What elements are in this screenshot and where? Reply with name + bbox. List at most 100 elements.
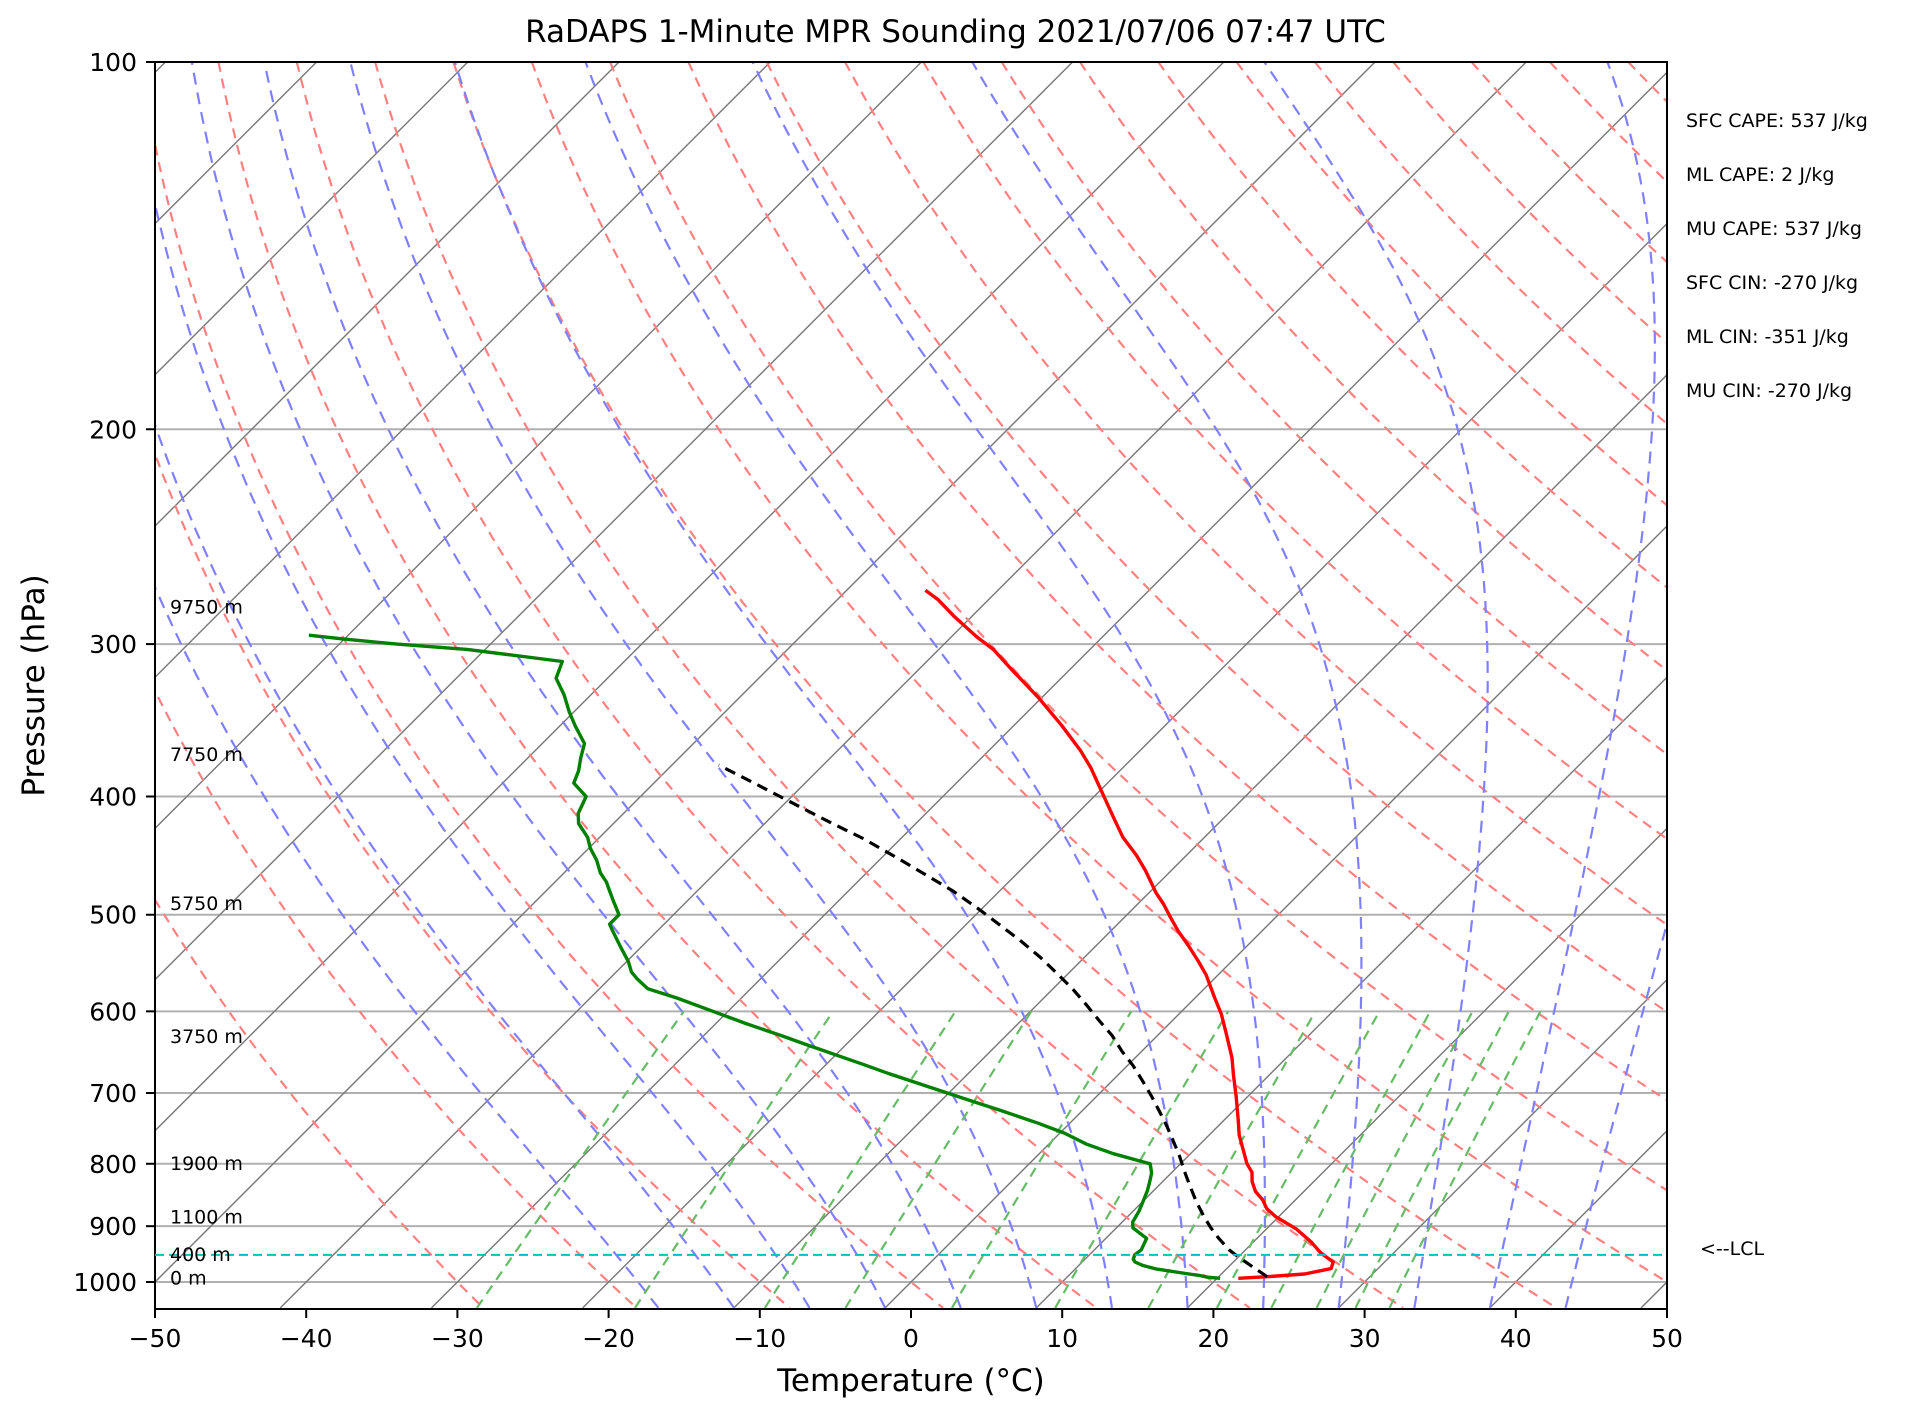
x-tick-label: 10 xyxy=(1046,1324,1078,1353)
moist-adiabat-line xyxy=(190,62,887,1309)
dry-adiabat-line xyxy=(1863,62,1911,1308)
height-label: 0 m xyxy=(170,1267,207,1289)
dewpoint-profile xyxy=(308,633,1221,1280)
y-tick-label: 100 xyxy=(89,48,137,77)
mu-cin-label: MU CIN: -270 J/kg xyxy=(1686,380,1853,402)
moist-adiabat-line xyxy=(155,421,735,1309)
y-tick-label: 400 xyxy=(89,783,137,812)
height-label: 400 m xyxy=(170,1244,231,1266)
x-tick-label: 0 xyxy=(903,1324,919,1353)
moist-adiabat-line xyxy=(584,62,1189,1308)
mixing-ratio-line xyxy=(950,1010,1133,1309)
mixing-ratio-line xyxy=(1315,1010,1474,1309)
mixing-ratio-line xyxy=(1215,1010,1381,1309)
height-label: 1900 m xyxy=(170,1153,243,1175)
isotherm-line xyxy=(155,62,1225,1132)
dry-adiabat-line xyxy=(844,62,1667,927)
dry-adiabat-line xyxy=(1000,62,1667,756)
moist-adiabat-line xyxy=(155,199,811,1309)
background-grid xyxy=(0,62,1911,1309)
dry-adiabat-line xyxy=(374,62,1404,1309)
parameter-annotations: SFC CAPE: 537 J/kg ML CAPE: 2 J/kg MU CA… xyxy=(1686,108,1868,432)
x-tick-label: −40 xyxy=(280,1324,333,1353)
y-tick-label: 900 xyxy=(89,1212,137,1241)
x-tick-label: −50 xyxy=(129,1324,182,1353)
data-series xyxy=(308,588,1335,1280)
isotherm-line xyxy=(884,525,1667,1309)
isotherm-line xyxy=(155,62,620,527)
lcl-label: <--LCL xyxy=(1700,1238,1765,1260)
y-tick-label: 800 xyxy=(89,1150,137,1179)
moist-adiabat-line xyxy=(1263,62,1489,1309)
x-tick-label: −20 xyxy=(582,1324,635,1353)
height-label: 7750 m xyxy=(170,744,243,766)
dry-adiabat-line xyxy=(155,450,791,1309)
mixing-ratio-line xyxy=(1388,1010,1542,1309)
dry-adiabat-line xyxy=(530,62,1667,1284)
mixing-ratio-line xyxy=(1354,1010,1510,1309)
y-tick-label: 300 xyxy=(89,630,137,659)
dry-adiabat-line xyxy=(1079,62,1667,672)
dry-adiabat-line xyxy=(765,62,1667,1014)
isotherm-line xyxy=(582,222,1667,1309)
x-axis-label: Temperature (°C) xyxy=(776,1363,1045,1399)
sfc-cin-label: SFC CIN: -270 J/kg xyxy=(1686,272,1859,294)
dry-adiabat-line xyxy=(155,897,484,1309)
x-tick-label: −10 xyxy=(733,1324,786,1353)
y-tick-label: 1000 xyxy=(73,1268,137,1297)
dry-adiabat-line xyxy=(452,62,1557,1309)
isotherm-line xyxy=(1187,827,1667,1309)
height-label: 1100 m xyxy=(170,1206,243,1228)
x-tick-label: 50 xyxy=(1651,1324,1683,1353)
isotherm-line xyxy=(431,71,1667,1309)
chart-title: RaDAPS 1-Minute MPR Sounding 2021/07/06 … xyxy=(525,14,1386,50)
y-tick-label: 600 xyxy=(89,997,137,1026)
height-label: 9750 m xyxy=(170,597,243,619)
dry-adiabat-line xyxy=(609,62,1667,1192)
isotherm-line xyxy=(279,62,1527,1309)
moist-adiabat-line xyxy=(155,584,660,1309)
mixing-ratio-line xyxy=(634,1010,835,1309)
moist-adiabat-line xyxy=(349,62,1038,1309)
dry-adiabat-line xyxy=(155,688,638,1309)
dry-adiabat-line xyxy=(155,138,944,1309)
dry-adiabat-line xyxy=(1235,62,1667,507)
mixing-ratio-line xyxy=(844,1010,1033,1309)
x-tick-label: 30 xyxy=(1349,1324,1381,1353)
mu-cape-label: MU CAPE: 537 J/kg xyxy=(1686,218,1862,240)
isotherm-line xyxy=(0,62,14,1308)
y-tick-label: 500 xyxy=(89,901,137,930)
isotherm-line xyxy=(155,62,1376,1283)
y-tick-label: 700 xyxy=(89,1079,137,1108)
dry-adiabat-line xyxy=(217,62,1098,1309)
moist-adiabat-line xyxy=(453,62,1113,1309)
plot-frame xyxy=(154,61,1668,1310)
isotherm-line xyxy=(155,62,771,679)
ml-cin-label: ML CIN: -351 J/kg xyxy=(1686,326,1849,348)
parcel-path xyxy=(717,763,1269,1279)
isotherm-line xyxy=(1035,676,1667,1309)
isotherm-line xyxy=(155,62,1074,981)
x-tick-label: 40 xyxy=(1500,1324,1532,1353)
dry-adiabat-line xyxy=(1314,62,1667,426)
moist-adiabat-line xyxy=(970,62,1363,1309)
mixing-ratio-line xyxy=(763,1010,957,1309)
x-tick-label: −30 xyxy=(431,1324,484,1353)
isotherm-line xyxy=(1338,978,1667,1309)
isotherm-line xyxy=(155,62,922,830)
temperature-profile xyxy=(924,588,1335,1280)
sfc-cape-label: SFC CAPE: 537 J/kg xyxy=(1686,110,1868,132)
moist-adiabat-line xyxy=(751,62,1267,1308)
y-tick-label: 200 xyxy=(89,415,137,444)
y-axis-label: Pressure (hPa) xyxy=(16,574,52,796)
moist-adiabat-line xyxy=(1488,62,1657,1309)
mixing-ratio-line xyxy=(1270,1010,1432,1309)
mixing-ratio-line xyxy=(475,1010,685,1309)
height-label: 5750 m xyxy=(170,893,243,915)
height-label: 3750 m xyxy=(170,1026,243,1048)
isotherm-line xyxy=(733,373,1667,1309)
x-tick-label: 20 xyxy=(1197,1324,1229,1353)
moist-adiabat-line xyxy=(263,62,962,1309)
